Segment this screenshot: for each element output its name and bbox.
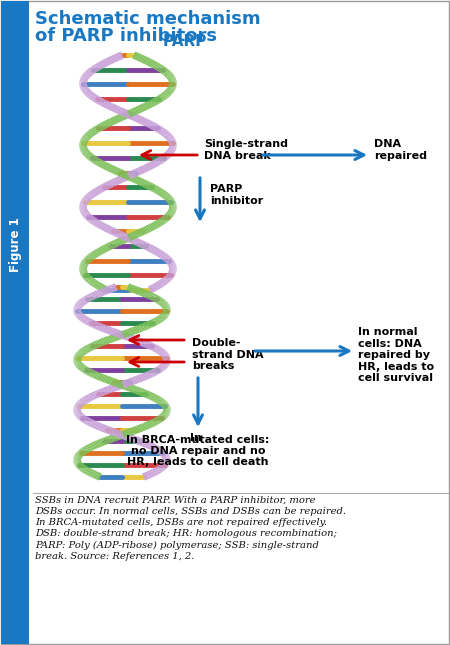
- Text: Double-
strand DNA
breaks: Double- strand DNA breaks: [192, 338, 264, 372]
- Text: of PARP inhibitors: of PARP inhibitors: [35, 27, 217, 45]
- Text: DSB: double-strand break; HR: homologous recombination;: DSB: double-strand break; HR: homologous…: [35, 530, 337, 539]
- Text: SSBs in DNA recruit PARP. With a PARP inhibitor, more: SSBs in DNA recruit PARP. With a PARP in…: [35, 496, 315, 505]
- Text: break. Source: References 1, 2.: break. Source: References 1, 2.: [35, 552, 194, 561]
- Text: In BRCA-mutated cells, DSBs are not repaired effectively.: In BRCA-mutated cells, DSBs are not repa…: [35, 519, 327, 528]
- Text: DNA
repaired: DNA repaired: [374, 139, 427, 161]
- Text: HR, leads to cell death: HR, leads to cell death: [127, 457, 269, 467]
- Text: DSBs occur. In normal cells, SSBs and DSBs can be repaired.: DSBs occur. In normal cells, SSBs and DS…: [35, 507, 346, 516]
- Text: PARP: Poly (ADP-ribose) polymerase; SSB: single-strand: PARP: Poly (ADP-ribose) polymerase; SSB:…: [35, 541, 319, 550]
- Bar: [1, 1, 29, 644]
- Text: In BRCA‐mutated cells:: In BRCA‐mutated cells:: [126, 435, 270, 445]
- Text: Figure 1: Figure 1: [9, 217, 22, 272]
- Text: no DNA repair and no: no DNA repair and no: [131, 446, 265, 456]
- Text: Single-strand
DNA break: Single-strand DNA break: [204, 139, 288, 161]
- Text: In normal
cells: DNA
repaired by
HR, leads to
cell survival: In normal cells: DNA repaired by HR, lea…: [358, 327, 434, 383]
- Text: Schematic mechanism: Schematic mechanism: [35, 10, 261, 28]
- Text: PARP: PARP: [163, 34, 207, 49]
- Text: PARP
inhibitor: PARP inhibitor: [210, 184, 263, 206]
- Text: In: In: [190, 433, 206, 443]
